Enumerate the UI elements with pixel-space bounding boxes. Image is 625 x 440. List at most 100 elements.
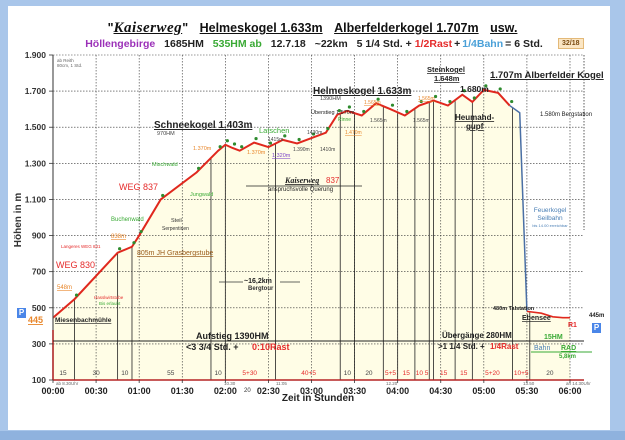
plus: + (454, 38, 461, 50)
total-time: = 6 Std. (505, 38, 543, 50)
svg-text:00:30: 00:30 (85, 386, 108, 396)
label: <3 3/4 Std. + (186, 342, 239, 352)
segment-lines (74, 100, 531, 380)
walk-time: 5 1/4 Std. + (356, 38, 412, 50)
parking-icon-end: P (592, 323, 601, 333)
label: 838m (111, 234, 126, 240)
label: Bergtour (248, 286, 274, 292)
label: 20 (244, 388, 251, 394)
page-badge: 32/18 (558, 38, 584, 49)
label: Bis erlaubt (99, 301, 121, 306)
label: gupf (466, 122, 484, 131)
svg-text:40+5: 40+5 (301, 370, 316, 377)
label: 1.565m (370, 118, 387, 124)
label: 1.565m (413, 118, 430, 124)
train-time: 1/4Bahn (462, 38, 504, 50)
label: R1 (568, 322, 577, 329)
label: Buchenwald (111, 217, 144, 223)
svg-text:100: 100 (32, 375, 46, 385)
label: anspruchsvolle Querung (268, 187, 333, 193)
label-ebensee: Ebensee (522, 315, 551, 322)
label: Serpentinen (162, 226, 189, 232)
label: 970HM (157, 131, 175, 137)
label: 12.20 (386, 381, 398, 386)
peak-alberfelderkogel: 1.707m Alberfelder Kogel (490, 70, 604, 81)
label: Jungwald (190, 192, 213, 198)
label: bis 14.00 erreichbar (532, 223, 568, 228)
label: 1.565m (418, 96, 435, 102)
label: 480m Talstation (493, 306, 535, 312)
svg-text:1.300: 1.300 (25, 158, 47, 168)
date: 12.7.18 (270, 38, 306, 50)
label-weg837: WEG 837 (119, 182, 158, 192)
title-peak-alberfelderkogel: Alberfelderkogel 1.707m (334, 21, 479, 35)
svg-text:05:00: 05:00 (472, 386, 495, 396)
start-elevation: 445 (28, 315, 43, 325)
label: Steil (171, 218, 182, 224)
svg-text:10 5: 10 5 (416, 370, 429, 377)
svg-text:05:30: 05:30 (515, 386, 538, 396)
window-bottom-bar (0, 431, 625, 440)
title-etc: usw. (490, 21, 518, 35)
svg-text:10: 10 (215, 370, 223, 377)
svg-text:900: 900 (32, 231, 46, 241)
label-grasbergstube: 805m JH Grasbergstube (137, 250, 213, 257)
svg-text:03:00: 03:00 (300, 386, 323, 396)
label: Bahn (534, 345, 550, 352)
descent: 535HM ab (212, 38, 262, 50)
elevation-profile-line (52, 84, 570, 319)
svg-text:04:30: 04:30 (429, 386, 452, 396)
label: 1.390m (293, 147, 310, 153)
svg-text:30: 30 (92, 370, 100, 377)
svg-text:01:30: 01:30 (171, 386, 194, 396)
svg-text:10: 10 (121, 370, 129, 377)
label: 13.50 (523, 381, 535, 386)
distance: ~22km (314, 38, 348, 50)
title-peak-helmeskogel: Helmeskogel 1.633m (199, 21, 323, 35)
label: 1415m (268, 137, 283, 143)
parking-icon-start: P (17, 308, 26, 318)
svg-text:1.100: 1.100 (25, 194, 47, 204)
segment-durations: 15 30 10 55 10 5+30 40+5 10 20 5+5 15 10 5 15 15 5+20 1… (59, 370, 553, 377)
chart-subtitle: Höllengebirge 1685HM 535HM ab 12.7.18 ~2… (0, 38, 625, 50)
label-bergstation: 1.580m Bergstation (540, 112, 592, 118)
svg-text:300: 300 (32, 339, 46, 349)
label: Rinne (338, 117, 351, 123)
svg-text:20: 20 (546, 370, 554, 377)
peak-schneekogel: Schneekogel 1.403m (154, 120, 252, 131)
svg-text:55: 55 (167, 370, 175, 377)
label: 15HM (544, 334, 563, 341)
label: 11:05 (276, 381, 287, 386)
rest-time: 1/2Rast (414, 38, 453, 50)
label: 1.470m (345, 130, 362, 136)
label-feuerkogel: Feuerkogel (534, 207, 567, 214)
label: Mischwald (152, 162, 178, 168)
corner-note: ab Reith (57, 58, 74, 63)
label-heumahdgupf: Heumahd- (455, 113, 494, 122)
svg-text:02:00: 02:00 (214, 386, 237, 396)
label: 1390HM (320, 96, 341, 102)
svg-text:15: 15 (460, 370, 468, 377)
label: 1.565m (364, 100, 381, 106)
ascent: 1685HM (164, 38, 204, 50)
label: 1.320m (272, 153, 291, 159)
x-axis-title: Zeit in Stunden (282, 393, 354, 404)
corner-note: 80cm, 1 Std. (57, 63, 82, 68)
svg-text:1.500: 1.500 (25, 122, 47, 132)
svg-text:00:00: 00:00 (41, 386, 64, 396)
label: >1 1/4 Std. + (438, 342, 485, 351)
svg-text:5+5: 5+5 (385, 370, 396, 377)
label: 5,8km (559, 354, 576, 360)
svg-text:1.900: 1.900 (25, 50, 47, 60)
svg-text:5+20: 5+20 (485, 370, 500, 377)
quote: " (107, 21, 114, 35)
label: Überstieg 1.570m (311, 109, 355, 116)
svg-text:02:30: 02:30 (257, 386, 280, 396)
label: Hasslwirtstube (94, 295, 124, 300)
svg-text:15: 15 (440, 370, 448, 377)
label: 837 (326, 176, 340, 185)
svg-text:5+30: 5+30 (242, 370, 257, 377)
label-aufstieg: Aufstieg 1390HM (196, 331, 269, 341)
label: an 14.30Uhr (566, 381, 591, 386)
